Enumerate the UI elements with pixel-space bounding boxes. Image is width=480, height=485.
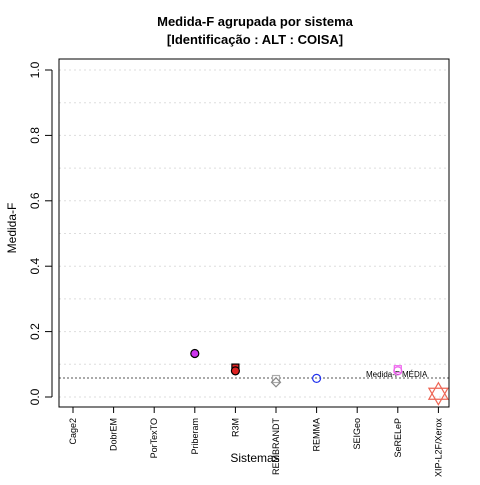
chart-subtitle: [Identificação : ALT : COISA]	[167, 32, 343, 47]
data-point	[427, 381, 449, 406]
grid-lines	[59, 69, 449, 398]
x-tick-label: XIP-L2F/Xerox	[433, 418, 443, 478]
x-tick-label: Priberam	[190, 418, 200, 455]
y-axis-label: Medida-F	[5, 203, 19, 254]
x-tick-label: R3M	[230, 418, 240, 437]
data-point	[230, 366, 240, 376]
x-tick-label: REMBRANDT	[271, 418, 281, 476]
y-tick-label: 0.2	[28, 323, 42, 340]
data-point	[312, 373, 322, 383]
data-point	[190, 348, 200, 359]
y-axis: 0.0 0.2 0.4 0.6 0.8 1.0	[28, 61, 53, 405]
data-point	[270, 376, 282, 388]
plot-frame	[58, 58, 450, 408]
chart-title: Medida-F agrupada por sistema	[157, 14, 354, 29]
data-point	[393, 366, 403, 376]
star-triangle-up	[427, 381, 449, 400]
x-tick-label: SEIGeo	[352, 418, 362, 450]
x-axis: Cage2 DobrEM PorTexTO Priberam R3M REMBRANDT R…	[68, 406, 443, 478]
y-tick-label: 0.0	[28, 388, 42, 405]
y-tick-label: 0.8	[28, 127, 42, 144]
x-tick-label: REMMA	[312, 418, 322, 452]
data-point	[271, 374, 281, 384]
x-tick-label: PorTexTO	[149, 418, 159, 458]
star-triangle-down	[427, 387, 449, 406]
x-tick-label: SeRELeP	[393, 418, 403, 458]
x-tick-label: Cage2	[68, 418, 78, 445]
y-tick-label: 0.6	[28, 192, 42, 209]
y-tick-label: 1.0	[28, 61, 42, 78]
x-tick-label: DobrEM	[109, 418, 119, 451]
x-axis-label: Sistemas	[230, 451, 279, 465]
y-tick-label: 0.4	[28, 258, 42, 275]
data-points	[190, 348, 449, 406]
mean-line-group: Medida-F MÉDIA	[59, 370, 449, 379]
